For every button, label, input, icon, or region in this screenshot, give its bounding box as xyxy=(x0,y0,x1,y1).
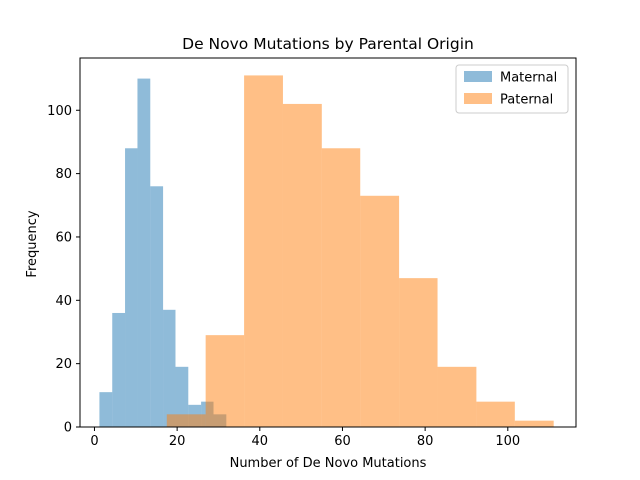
paternal-legend-label: Paternal xyxy=(500,93,553,108)
x-tick-label: 100 xyxy=(495,434,520,449)
x-tick-label: 80 xyxy=(417,434,434,449)
ticks-layer: 0 20 40 60 80 100 0 20 40 60 80 100 xyxy=(47,104,520,449)
y-tick-label: 40 xyxy=(55,294,72,309)
x-tick-label: 40 xyxy=(252,434,269,449)
bars-layer xyxy=(99,75,554,428)
y-tick-label: 80 xyxy=(55,167,72,182)
y-tick-label: 20 xyxy=(55,357,72,372)
paternal-bar xyxy=(360,195,400,427)
paternal-bar xyxy=(244,75,283,428)
paternal-bar xyxy=(282,103,322,428)
x-axis-label: Number of De Novo Mutations xyxy=(230,456,427,471)
paternal-bar xyxy=(166,414,206,427)
maternal-bar xyxy=(137,78,151,427)
x-tick-label: 20 xyxy=(169,434,186,449)
x-tick-label: 60 xyxy=(334,434,351,449)
maternal-bar xyxy=(163,309,176,427)
paternal-bar xyxy=(476,401,515,427)
y-tick-label: 0 xyxy=(64,421,72,436)
legend: Maternal Paternal xyxy=(455,64,569,114)
maternal-bar xyxy=(175,366,189,427)
maternal-bar xyxy=(125,148,138,427)
x-tick-label: 0 xyxy=(90,434,98,449)
y-tick-label: 100 xyxy=(47,104,72,119)
paternal-legend-swatch xyxy=(464,93,492,104)
paternal-bar xyxy=(514,420,554,427)
plot-frame xyxy=(79,57,577,428)
paternal-bar xyxy=(205,335,245,427)
paternal-bar xyxy=(437,366,477,427)
maternal-legend-label: Maternal xyxy=(500,71,557,86)
maternal-bar xyxy=(150,186,164,427)
maternal-legend-swatch xyxy=(464,71,492,82)
y-axis-label: Frequency xyxy=(25,210,40,277)
paternal-bar xyxy=(399,278,438,427)
maternal-bar xyxy=(99,392,113,427)
chart-title: De Novo Mutations by Parental Origin xyxy=(182,35,474,53)
y-tick-label: 60 xyxy=(55,230,72,245)
axes-layer xyxy=(79,57,577,428)
paternal-bar xyxy=(321,148,361,427)
maternal-bar xyxy=(112,312,126,427)
